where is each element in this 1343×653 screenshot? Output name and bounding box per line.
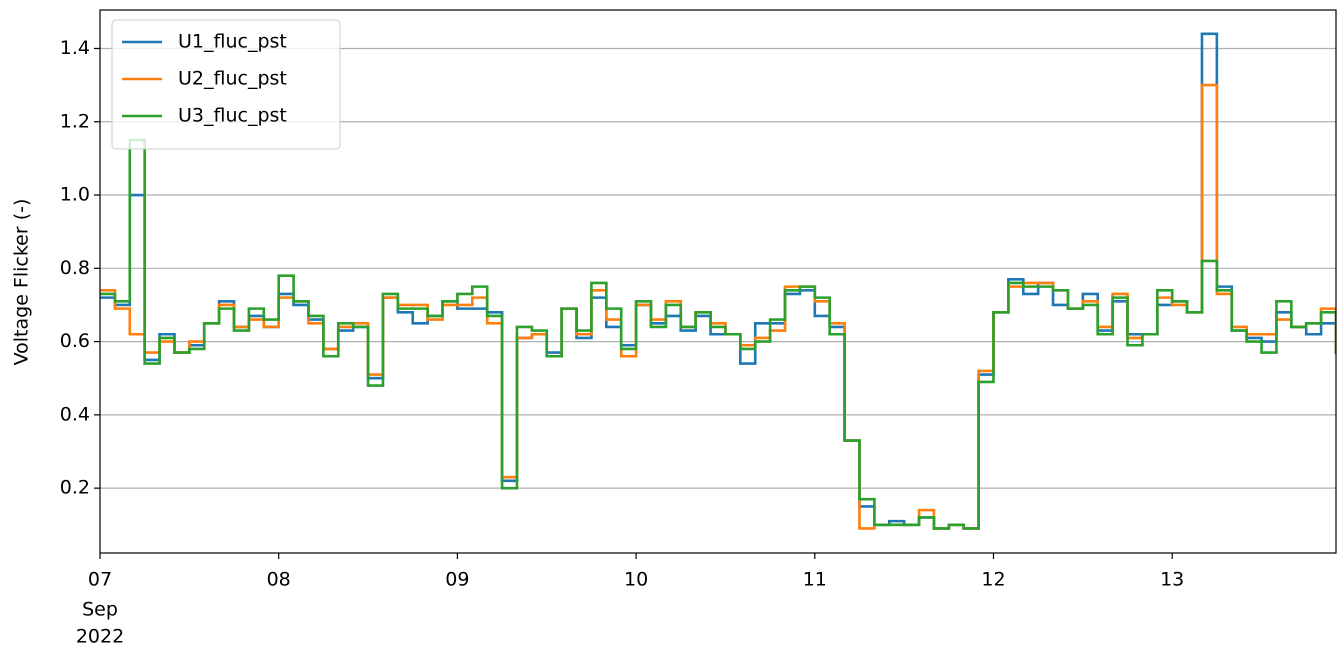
y-tick-label: 0.6	[60, 330, 90, 352]
y-tick-label: 0.4	[60, 403, 90, 425]
y-tick-label: 1.2	[60, 110, 90, 132]
x-tick-label: 07	[88, 569, 112, 591]
legend-box	[111, 19, 341, 150]
x-tick-label: 11	[803, 569, 827, 591]
legend-label: U1_fluc_pst	[178, 31, 287, 53]
x-tick-label: 10	[624, 569, 648, 591]
series	[100, 138, 1336, 530]
x-tick-label: 12	[981, 569, 1005, 591]
x-year-label: 2022	[76, 626, 124, 648]
legend: U1_fluc_pst U2_fluc_pst U3_fluc_pst	[111, 19, 341, 150]
x-tick-label: 13	[1160, 569, 1184, 591]
plot-area	[100, 32, 1336, 530]
x-tick-label: 08	[267, 569, 291, 591]
x-tick-label: 09	[445, 569, 469, 591]
y-tick-label: 0.2	[60, 477, 90, 499]
legend-label: U3_fluc_pst	[178, 105, 287, 127]
grid: 0.2 0.4 0.6 0.8 1.0 1.2 1.4 07 08 09 10 11 12 13	[60, 37, 1336, 591]
y-axis-label: Voltage Flicker (-)	[11, 199, 33, 366]
y-tick-label: 1.4	[60, 37, 90, 59]
y-tick-label: 0.8	[60, 257, 90, 279]
axes-frame	[99, 9, 1337, 554]
legend-label: U2_fluc_pst	[178, 68, 287, 90]
x-month-label: Sep	[82, 599, 118, 621]
y-tick-label: 1.0	[60, 184, 90, 206]
